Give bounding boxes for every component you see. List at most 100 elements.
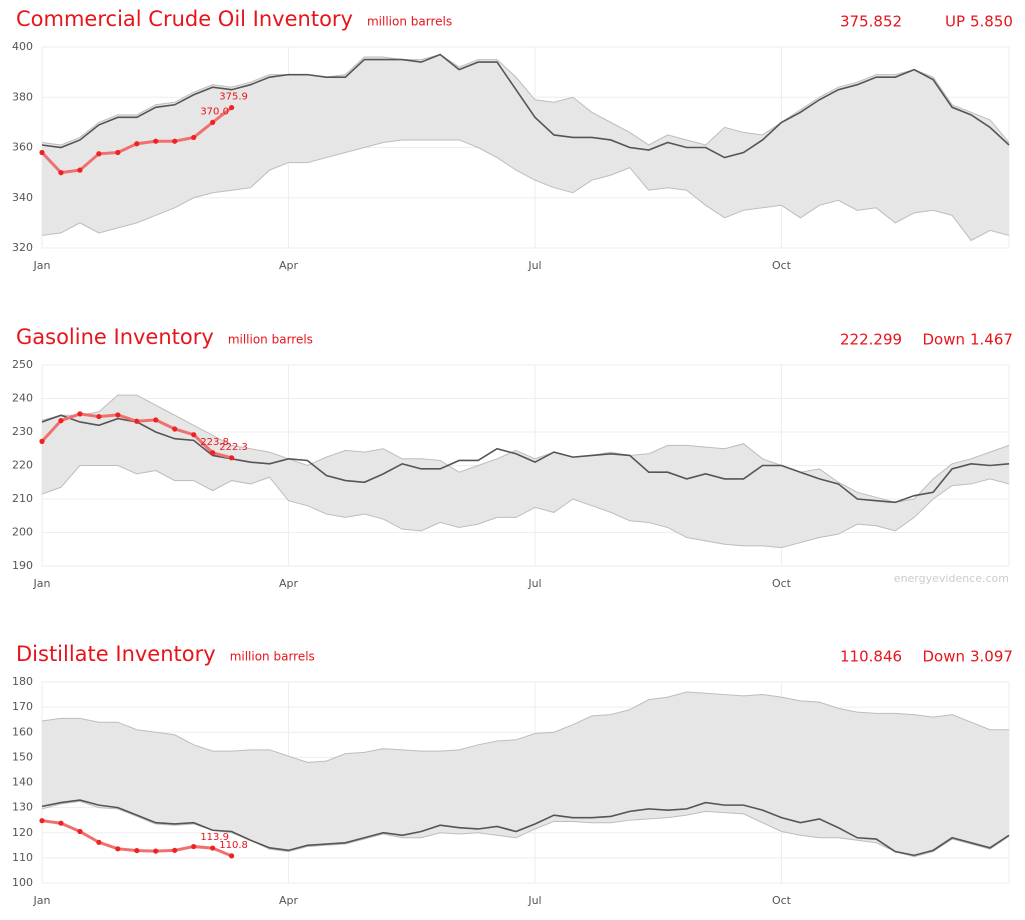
chart-title: Gasoline Inventory	[16, 325, 214, 349]
data-point	[58, 418, 64, 424]
value-label: 222.3	[219, 442, 248, 453]
data-point	[77, 828, 83, 835]
unit-label: million barrels	[230, 650, 315, 664]
x-tick-label: Oct	[772, 894, 792, 907]
data-point	[191, 134, 197, 141]
y-tick-label: 380	[12, 90, 33, 103]
value-label: 223.8	[200, 437, 229, 448]
data-point	[77, 167, 83, 173]
x-tick-label: Apr	[279, 259, 299, 272]
x-tick-label: Jan	[33, 259, 51, 272]
data-point	[191, 843, 197, 850]
data-point	[134, 141, 140, 147]
data-point	[153, 138, 159, 144]
y-tick-label: 340	[12, 191, 33, 204]
data-point	[115, 412, 121, 418]
data-point	[58, 170, 64, 176]
change-direction: UP	[945, 13, 965, 31]
data-point	[172, 847, 178, 853]
y-tick-label: 160	[12, 725, 33, 738]
x-tick-label: Jul	[527, 577, 541, 590]
y-tick-label: 150	[12, 750, 33, 763]
y-tick-label: 130	[12, 801, 33, 814]
y-tick-label: 110	[12, 851, 33, 864]
series-line	[41, 691, 1009, 763]
value-label: 370.0	[200, 106, 229, 117]
value-label: 375.9	[219, 92, 248, 103]
series-line	[41, 414, 1010, 504]
y-tick-label: 190	[12, 559, 33, 572]
y-tick-label: 200	[12, 526, 33, 539]
unit-label: million barrels	[367, 15, 452, 29]
data-point	[210, 845, 216, 851]
x-tick-label: Apr	[279, 577, 299, 590]
data-point	[134, 847, 140, 854]
series-line	[41, 139, 1010, 242]
change-value: 1.467	[970, 331, 1013, 349]
range-band	[42, 395, 1009, 548]
range-band	[42, 54, 1009, 241]
y-tick-label: 240	[12, 392, 33, 405]
series-line	[41, 465, 1010, 549]
y-tick-label: 120	[12, 826, 33, 839]
data-point	[210, 119, 216, 125]
x-tick-label: Jul	[527, 259, 541, 272]
data-point	[96, 151, 102, 157]
data-point	[229, 853, 235, 859]
series-line	[41, 799, 1010, 857]
y-tick-label: 320	[12, 241, 33, 254]
value-label: 110.8	[219, 840, 248, 851]
y-tick-label: 170	[12, 700, 33, 713]
data-point	[39, 818, 45, 824]
data-point	[39, 149, 45, 156]
x-tick-label: Apr	[279, 894, 299, 907]
series-line	[41, 53, 1010, 146]
y-tick-label: 360	[12, 141, 33, 154]
change-value: 3.097	[970, 648, 1013, 666]
y-tick-label: 140	[12, 776, 33, 789]
change-direction: Down	[922, 648, 965, 666]
x-tick-label: Jan	[33, 577, 51, 590]
y-tick-label: 230	[12, 425, 33, 438]
latest-value: 375.852	[840, 13, 902, 31]
unit-label: million barrels	[228, 333, 313, 347]
chart-title: Distillate Inventory	[16, 642, 216, 666]
change-value: 5.850	[970, 13, 1013, 31]
data-point	[77, 411, 83, 417]
y-tick-label: 250	[12, 358, 33, 371]
series-line	[41, 394, 1010, 503]
value-label: 113.9	[200, 832, 229, 843]
data-point	[39, 438, 45, 444]
y-tick-label: 180	[12, 675, 33, 688]
data-point	[134, 418, 140, 424]
x-tick-label: Jul	[527, 894, 541, 907]
change-direction: Down	[922, 331, 965, 349]
data-point	[115, 149, 121, 156]
x-tick-label: Oct	[772, 259, 792, 272]
series-line	[41, 53, 1010, 159]
x-tick-label: Oct	[772, 577, 792, 590]
data-point	[172, 426, 178, 432]
x-tick-label: Jan	[33, 894, 51, 907]
data-point	[191, 432, 197, 438]
y-tick-label: 210	[12, 492, 33, 505]
data-point	[229, 455, 235, 461]
data-point	[153, 848, 159, 854]
data-point	[58, 820, 64, 826]
range-band	[42, 692, 1009, 857]
y-tick-label: 220	[12, 459, 33, 472]
chart-title: Commercial Crude Oil Inventory	[16, 7, 353, 31]
y-tick-label: 100	[12, 876, 33, 889]
data-point	[172, 138, 178, 144]
data-point	[229, 104, 235, 111]
data-point	[96, 839, 102, 845]
latest-value: 222.299	[840, 331, 902, 349]
y-tick-label: 400	[12, 40, 33, 53]
data-point	[210, 450, 216, 456]
data-point	[96, 413, 102, 420]
data-point	[153, 417, 159, 423]
latest-value: 110.846	[840, 648, 902, 666]
source-label: energyevidence.com	[894, 572, 1009, 585]
